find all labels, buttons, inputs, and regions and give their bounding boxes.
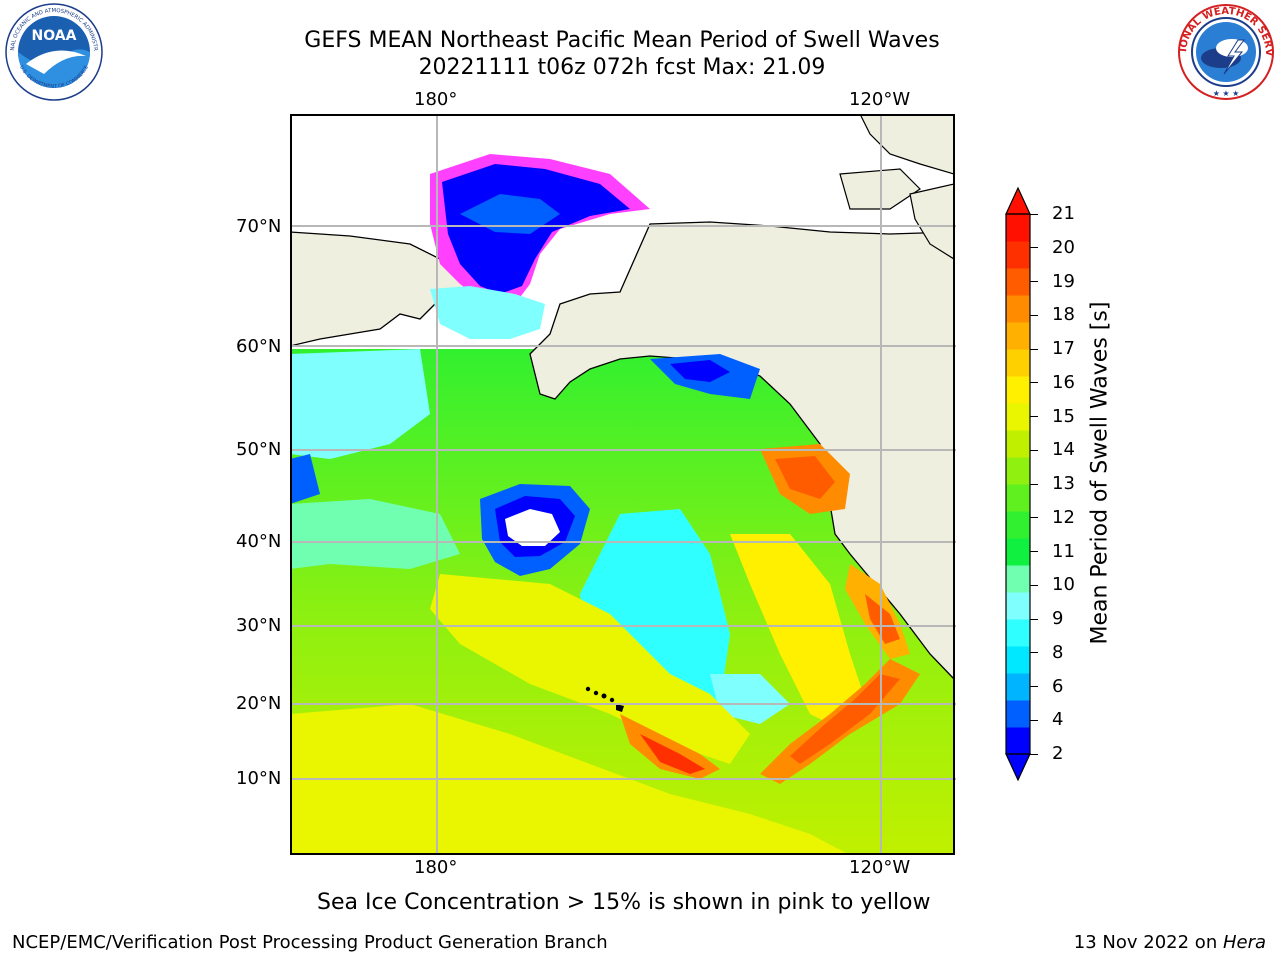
land-north-america <box>529 221 954 680</box>
colorbar-tick-label: 16 <box>1052 371 1075 393</box>
colorbar-tick-mark <box>1030 382 1038 384</box>
lat-tick-50n: 50°N <box>236 439 282 460</box>
lat-tick-70n: 70°N <box>236 216 282 237</box>
colorbar <box>1005 186 1031 782</box>
colorbar-tick-label: 9 <box>1052 608 1064 629</box>
colorbar-tick-label: 18 <box>1052 304 1075 326</box>
colorbar-tick-label: 11 <box>1052 540 1075 562</box>
colorbar-tick-mark <box>1030 753 1038 755</box>
colorbar-label: Mean Period of Swell Waves [s] <box>1087 301 1113 645</box>
lon-tick-top-120w: 120°W <box>849 89 911 110</box>
colorbar-tick-mark <box>1030 348 1038 350</box>
lat-tick-60n: 60°N <box>236 336 282 357</box>
colorbar-segment <box>1006 484 1030 512</box>
chart-title: GEFS MEAN Northeast Pacific Mean Period … <box>304 28 940 53</box>
colorbar-segment <box>1006 241 1030 269</box>
lat-tick-30n: 30°N <box>236 615 282 636</box>
colorbar-tick-mark <box>1030 449 1038 451</box>
colorbar-segment <box>1006 403 1030 431</box>
colorbar-tick-mark <box>1030 618 1038 620</box>
colorbar-segment <box>1006 430 1030 458</box>
footer-date: 13 Nov 2022 on <box>1073 932 1223 953</box>
colorbar-segment <box>1006 619 1030 647</box>
colorbar-tick-mark <box>1030 551 1038 552</box>
colorbar-tick-mark <box>1030 247 1038 249</box>
chart-subtitle: 20221111 t06z 072h fcst Max: 21.09 <box>418 55 826 80</box>
colorbar-tick-label: 21 <box>1052 203 1075 224</box>
colorbar-segment <box>1006 700 1030 728</box>
colorbar-segment <box>1006 268 1030 296</box>
colorbar-tick-mark <box>1030 584 1038 586</box>
colorbar-tick-label: 8 <box>1052 641 1064 663</box>
colorbar-segment <box>1006 457 1030 485</box>
nws-logo: NATIONAL WEATHER SERVICE ★ ★ ★ <box>1176 2 1274 100</box>
lon-tick-bottom-120w: 120°W <box>849 857 911 878</box>
colorbar-tick-mark <box>1030 314 1038 316</box>
colorbar-tick-label: 20 <box>1052 236 1075 258</box>
colorbar-segment <box>1006 646 1030 674</box>
noaa-logo-text: NOAA <box>32 28 77 44</box>
map-gridlines <box>290 114 956 855</box>
colorbar-tick-mark <box>1030 652 1038 654</box>
colorbar-tick-label: 6 <box>1052 675 1064 697</box>
colorbar-tick-mark <box>1030 483 1038 485</box>
colorbar-segment <box>1006 214 1030 242</box>
colorbar-tick-mark <box>1030 281 1038 282</box>
colorbar-tick-label: 2 <box>1052 743 1064 764</box>
map-frame <box>290 114 955 855</box>
footer-right: 13 Nov 2022 on Hera <box>1074 932 1266 953</box>
lon-tick-top-180: 180° <box>414 89 458 110</box>
lat-tick-10n: 10°N <box>236 768 282 789</box>
colorbar-segment <box>1006 538 1030 566</box>
footer-host: Hera <box>1222 932 1266 953</box>
colorbar-tick-label: 12 <box>1052 506 1075 528</box>
map-panel <box>290 114 956 855</box>
colorbar-tick-mark <box>1030 719 1038 721</box>
colorbar-segment <box>1006 565 1030 593</box>
colorbar-tick-mark <box>1030 213 1038 215</box>
noaa-logo: NOAA NATIONAL OCEANIC AND ATMOSPHERIC AD… <box>4 2 103 101</box>
colorbar-tick-label: 15 <box>1052 405 1075 427</box>
colorbar-tick-label: 14 <box>1052 439 1075 461</box>
colorbar-segment <box>1006 673 1030 701</box>
footer-left: NCEP/EMC/Verification Post Processing Pr… <box>12 932 608 953</box>
colorbar-segment <box>1006 511 1030 539</box>
colorbar-segment <box>1006 322 1030 350</box>
lat-tick-40n: 40°N <box>236 531 282 552</box>
colorbar-segment <box>1006 295 1030 323</box>
colorbar-segment <box>1006 727 1030 755</box>
colorbar-tick-mark <box>1030 416 1038 417</box>
colorbar-tick-label: 13 <box>1052 473 1075 494</box>
lon-tick-bottom-180: 180° <box>414 857 458 878</box>
colorbar-tick-label: 10 <box>1052 574 1075 596</box>
colorbar-segment <box>1006 349 1030 377</box>
colorbar-tick-label: 17 <box>1052 338 1075 359</box>
colorbar-segment <box>1006 376 1030 404</box>
lat-tick-20n: 20°N <box>236 693 282 714</box>
colorbar-tick-label: 19 <box>1052 270 1075 292</box>
svg-text:★ ★ ★: ★ ★ ★ <box>1213 89 1240 98</box>
sea-ice-note: Sea Ice Concentration > 15% is shown in … <box>317 890 931 915</box>
colorbar-tick-label: 4 <box>1052 709 1064 731</box>
colorbar-tick-mark <box>1030 517 1038 519</box>
colorbar-segment <box>1006 592 1030 620</box>
colorbar-tick-mark <box>1030 686 1038 687</box>
